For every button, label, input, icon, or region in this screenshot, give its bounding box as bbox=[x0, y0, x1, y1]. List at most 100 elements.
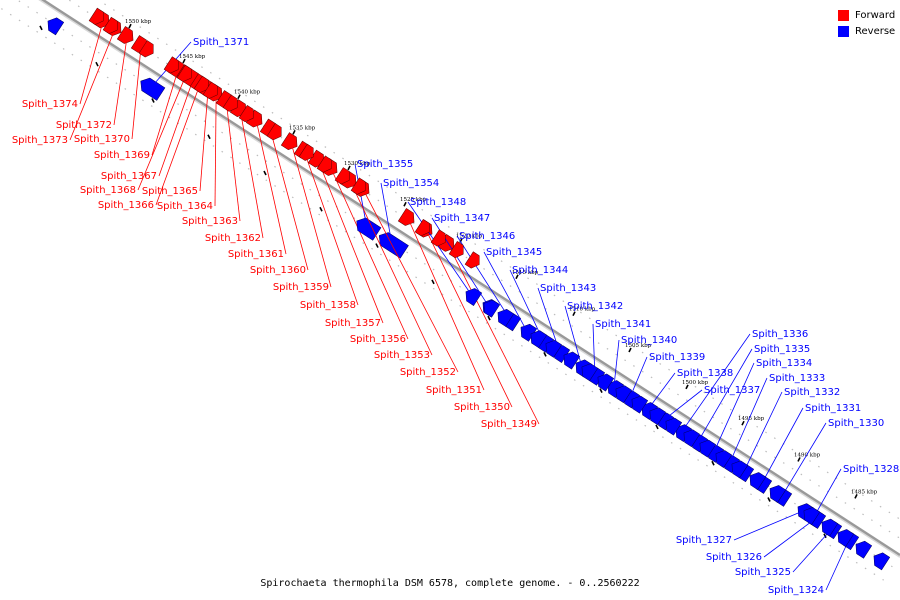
gene-cluster bbox=[102, 16, 118, 35]
gene-cluster bbox=[545, 339, 563, 358]
gene-cluster bbox=[448, 240, 464, 259]
leader-Spith_1357 bbox=[317, 160, 384, 324]
scale-tick-label: 1515 kbp bbox=[512, 270, 539, 276]
label-Spith_1352: Spith_1352 bbox=[400, 367, 456, 378]
scale-tick bbox=[347, 165, 351, 171]
label-Spith_1364: Spith_1364 bbox=[157, 201, 213, 212]
leader-Spith_1328 bbox=[813, 468, 842, 518]
label-Spith_1359: Spith_1359 bbox=[273, 282, 329, 293]
gene-cluster bbox=[163, 56, 179, 74]
leader-Spith_1330 bbox=[781, 422, 827, 497]
gene-cluster bbox=[266, 123, 282, 141]
leader-Spith_1363 bbox=[225, 100, 241, 222]
gene-cluster bbox=[803, 507, 821, 525]
gene-cluster bbox=[530, 330, 548, 349]
leader-Spith_1344 bbox=[509, 269, 545, 343]
leader-Spith_1365 bbox=[199, 88, 209, 192]
gene-cluster bbox=[855, 540, 873, 559]
minor-tick bbox=[767, 497, 771, 502]
scale-tick-label: 1550 kbp bbox=[125, 19, 152, 25]
gene-Spith_1372 bbox=[116, 26, 134, 44]
label-Spith_1372: Spith_1372 bbox=[56, 120, 112, 131]
gene-Spith_1354 bbox=[378, 232, 409, 259]
minor-tick bbox=[599, 388, 603, 394]
leader-Spith_1373 bbox=[69, 28, 116, 141]
scale-tick bbox=[182, 58, 186, 64]
scale-tick bbox=[797, 457, 801, 462]
label-Spith_1371: Spith_1371 bbox=[193, 37, 249, 48]
figure-caption: Spirochaeta thermophila DSM 6578, comple… bbox=[260, 578, 640, 589]
leader-Spith_1336 bbox=[681, 333, 751, 432]
label-Spith_1354: Spith_1354 bbox=[383, 178, 439, 189]
label-Spith_1335: Spith_1335 bbox=[754, 344, 810, 355]
label-Spith_1347: Spith_1347 bbox=[434, 213, 490, 224]
label-Spith_1346: Spith_1346 bbox=[459, 231, 515, 242]
leader-Spith_1369 bbox=[151, 69, 179, 156]
label-Spith_1341: Spith_1341 bbox=[595, 319, 651, 330]
label-Spith_1336: Spith_1336 bbox=[752, 329, 808, 340]
label-Spith_1361: Spith_1361 bbox=[228, 249, 284, 260]
scale-tick-label: 1500 kbp bbox=[682, 380, 709, 386]
leader-Spith_1334 bbox=[713, 362, 755, 453]
label-Spith_1340: Spith_1340 bbox=[621, 335, 677, 346]
label-Spith_1369: Spith_1369 bbox=[94, 150, 150, 161]
scale-tick-label: 1530 kbp bbox=[344, 161, 371, 167]
label-Spith_1349: Spith_1349 bbox=[481, 419, 537, 430]
scale-tick-label: 1545 kbp bbox=[179, 54, 206, 60]
label-Spith_1366: Spith_1366 bbox=[98, 200, 154, 211]
scale-tick bbox=[854, 494, 858, 499]
label-Spith_1358: Spith_1358 bbox=[300, 300, 356, 311]
gene-cluster bbox=[193, 75, 209, 93]
leader-Spith_1366 bbox=[155, 83, 201, 206]
gene-cluster bbox=[298, 143, 314, 161]
gene-cluster bbox=[88, 7, 104, 25]
label-Spith_1365: Spith_1365 bbox=[142, 186, 198, 197]
leader-Spith_1338 bbox=[647, 372, 676, 410]
label-Spith_1342: Spith_1342 bbox=[567, 301, 623, 312]
label-Spith_1338: Spith_1338 bbox=[677, 368, 733, 379]
label-Spith_1325: Spith_1325 bbox=[735, 567, 791, 578]
gene-cluster bbox=[483, 299, 501, 318]
scale-tick-label: 1525 kbp bbox=[400, 197, 427, 203]
leader-Spith_1332 bbox=[743, 391, 783, 472]
label-Spith_1350: Spith_1350 bbox=[454, 402, 510, 413]
minor-tick bbox=[319, 206, 323, 212]
label-Spith_1327: Spith_1327 bbox=[676, 535, 732, 546]
leader-Spith_1364 bbox=[214, 94, 217, 207]
leader-Spith_1339 bbox=[629, 356, 648, 399]
leader-Spith_1359 bbox=[290, 142, 332, 288]
gene-cluster bbox=[615, 385, 633, 404]
gene-cluster bbox=[649, 407, 667, 426]
label-Spith_1339: Spith_1339 bbox=[649, 352, 705, 363]
gene-cluster bbox=[414, 218, 430, 237]
gene-cluster bbox=[222, 94, 238, 112]
gene-cluster bbox=[837, 529, 855, 547]
label-Spith_1360: Spith_1360 bbox=[250, 265, 306, 276]
gene-cluster bbox=[873, 552, 891, 571]
leader-Spith_1335 bbox=[697, 348, 753, 443]
label-Spith_1348: Spith_1348 bbox=[410, 197, 466, 208]
scale-tick bbox=[515, 274, 519, 280]
minor-tick bbox=[207, 134, 211, 140]
gene-cluster bbox=[238, 104, 254, 123]
label-Spith_1326: Spith_1326 bbox=[706, 552, 762, 563]
leader-Spith_1350 bbox=[425, 230, 513, 408]
leader-Spith_1340 bbox=[613, 339, 620, 388]
gene-cluster bbox=[715, 450, 733, 468]
label-Spith_1345: Spith_1345 bbox=[486, 247, 542, 258]
label-Spith_1363: Spith_1363 bbox=[182, 216, 238, 227]
gene-Spith_1351 bbox=[397, 208, 415, 226]
legend-reverse-swatch bbox=[838, 26, 849, 37]
gene-cluster bbox=[563, 351, 581, 370]
legend-reverse-label: Reverse bbox=[855, 26, 896, 37]
scale-tick-label: 1520 kbp bbox=[456, 234, 483, 240]
minor-tick bbox=[543, 352, 547, 357]
label-Spith_1334: Spith_1334 bbox=[756, 358, 812, 369]
leader-Spith_1325 bbox=[792, 528, 833, 573]
gene-Spith_1345 bbox=[520, 323, 538, 342]
gene-cluster bbox=[350, 177, 366, 195]
label-Spith_1324: Spith_1324 bbox=[768, 585, 824, 596]
label-Spith_1367: Spith_1367 bbox=[101, 171, 157, 182]
leader-Spith_1348 bbox=[407, 201, 473, 296]
label-Spith_1373: Spith_1373 bbox=[12, 135, 68, 146]
